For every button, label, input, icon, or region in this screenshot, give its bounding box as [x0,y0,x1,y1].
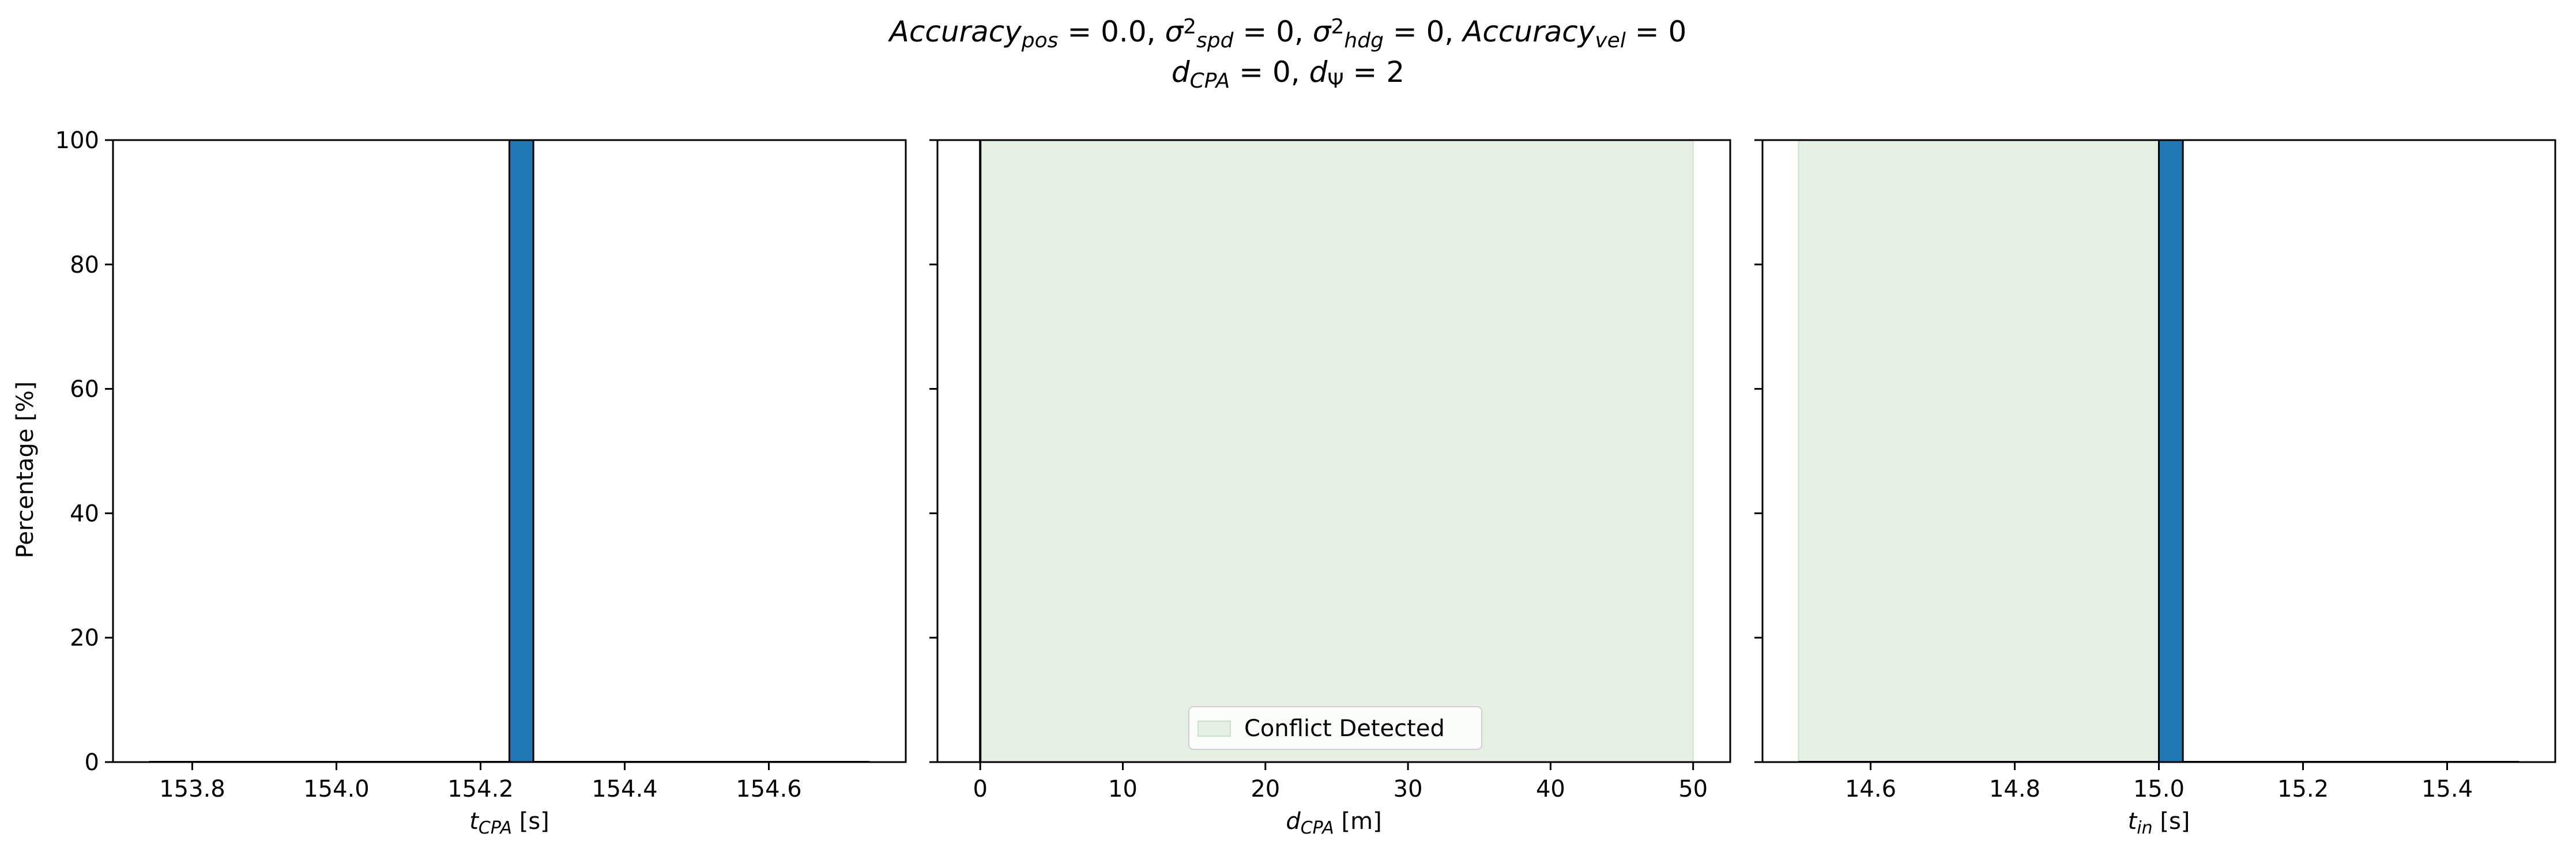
x-tick-label: 20 [1251,776,1280,802]
x-tick-label: 10 [1108,776,1138,802]
x-axis-label: tin [s] [2128,808,2190,838]
conflict-region [980,140,1694,763]
x-axis-label: dCPA [m] [1286,808,1381,838]
x-tick-label: 14.6 [1845,776,1896,802]
y-tick-label: 0 [85,749,99,776]
y-axis-label: Percentage [%] [12,382,39,559]
legend-label: Conflict Detected [1244,715,1445,742]
legend: Conflict Detected [1188,706,1482,750]
y-tick-label: 80 [70,252,99,278]
x-tick-label: 0 [973,776,987,802]
y-tick-label: 60 [70,376,99,403]
x-tick-label: 15.0 [2133,776,2185,802]
histogram-bar [2158,139,2184,763]
y-tick-label: 100 [55,127,99,154]
x-tick-label: 30 [1394,776,1423,802]
subplots: 153.8 154.0 154.2 154.4 154.6020406080100tCP… [55,127,2556,838]
axes-frame [936,139,1731,763]
conflict-region [1798,140,2160,763]
histogram-bar [509,139,534,763]
x-tick-label: 50 [1678,776,1708,802]
subplot-1: 153.8 154.0 154.2 154.4 154.6 0 20 40 60 80 100 tCP… [55,127,907,838]
x-tick-label: 154.0 [303,776,370,802]
x-tick-label: 154.4 [592,776,658,802]
x-tick-label: 153.8 [159,776,225,802]
figure-title-line1: Accuracypos = 0.0, σ2spd = 0, σ2hdg = 0,… [888,15,1687,52]
x-tick-label: 154.2 [447,776,514,802]
subplot-3: 14.6 14.8 15.0 15.2 15.4 tin [s] [1754,139,2556,838]
x-tick-label: 40 [1536,776,1565,802]
x-tick-label: 15.2 [2277,776,2329,802]
y-tick-label: 40 [70,500,99,527]
x-tick-label: 15.4 [2421,776,2473,802]
x-axis-label: tCPA [s] [469,808,549,838]
legend-swatch [1197,721,1231,737]
x-tick-label: 154.6 [736,776,802,802]
subplot-2: 0 10 20 30 40 50 dCPA [m] Conflict Detected [929,139,1731,838]
x-tick-label: 14.8 [1989,776,2040,802]
y-tick-label: 20 [70,625,99,651]
legend-box [1188,706,1482,750]
figure-title-line2: dCPA = 0, dΨ = 2 [1172,55,1404,93]
axes-frame [112,139,907,763]
